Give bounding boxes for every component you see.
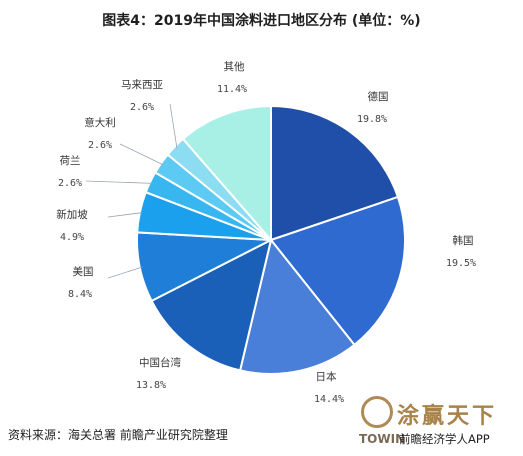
slice-name-label: 日本 <box>316 370 337 383</box>
brand-watermark: 涂赢天下 TOWIN 前瞻经济学人APP <box>357 396 517 452</box>
leader-line <box>107 266 143 279</box>
leader-line <box>85 180 153 184</box>
slice-value-label: 2.6% <box>130 102 154 113</box>
slice-name-label: 马来西亚 <box>121 79 163 91</box>
leader-line <box>169 103 178 149</box>
slice-value-label: 2.6% <box>58 178 82 189</box>
leader-line <box>119 143 164 166</box>
brand-app-label: 前瞻经济学人APP <box>399 432 490 446</box>
slice-value-label: 14.4% <box>314 394 344 405</box>
slice-name-label: 韩国 <box>453 234 474 247</box>
slice-name-label: 新加坡 <box>56 208 88 221</box>
pie-slice <box>269 195 406 347</box>
pie-slice <box>270 104 400 242</box>
slice-name-label: 意大利 <box>84 116 116 129</box>
slice-name-label: 中国台湾 <box>139 356 181 369</box>
pie-slice <box>150 238 273 372</box>
leader-line <box>107 212 143 218</box>
slice-value-label: 4.9% <box>60 232 84 243</box>
slice-value-label: 8.4% <box>68 289 92 300</box>
slice-value-label: 19.5% <box>446 258 476 269</box>
slice-value-label: 11.4% <box>217 84 247 95</box>
pie-slice <box>181 104 272 243</box>
slice-value-label: 19.8% <box>357 114 387 125</box>
brand-logo-icon <box>361 396 393 428</box>
brand-name: 涂赢天下 <box>397 403 498 429</box>
slice-name-label: 美国 <box>73 265 94 278</box>
slice-name-label: 德国 <box>368 90 389 103</box>
brand-en-label: TOWIN <box>359 432 406 446</box>
slice-name-label: 荷兰 <box>60 154 81 167</box>
slice-value-label: 13.8% <box>136 380 166 391</box>
slice-name-label: 其他 <box>224 60 245 73</box>
chart-title: 图表4：2019年中国涂料进口地区分布 (单位：%) <box>102 13 421 29</box>
slice-value-label: 2.6% <box>88 140 112 151</box>
source-note: 资料来源：海关总署 前瞻产业研究院整理 <box>8 428 228 442</box>
pie-slice <box>238 237 356 375</box>
